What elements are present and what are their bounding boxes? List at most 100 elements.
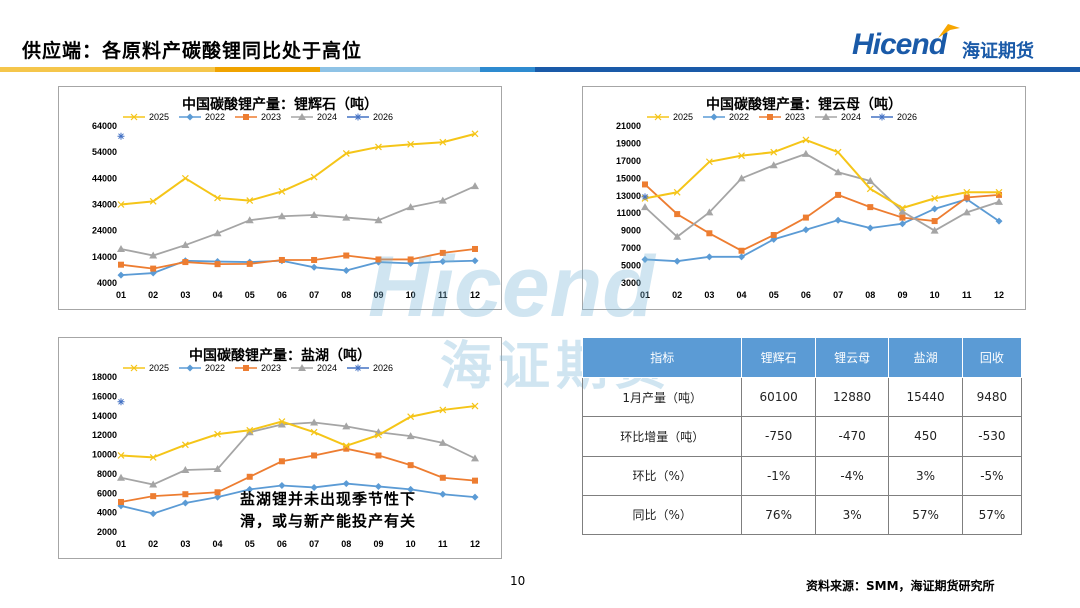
legend-label: 2022 [205,363,225,373]
series-line-2022 [120,482,476,515]
data-point-2022 [898,220,906,228]
table-cell: 12880 [814,376,890,418]
table-cell: -750 [741,416,816,457]
x-tick-label: 04 [213,290,223,300]
table-header-cell: 回收 [961,337,1023,378]
x-tick-label: 10 [406,539,416,549]
data-point-2023 [996,191,1002,198]
x-tick-label: 08 [341,539,351,549]
y-tick-label: 34000 [92,200,117,210]
data-source: 资料来源：SMM，海证期货研究所 [806,579,995,593]
legend-label: 2022 [729,112,749,122]
legend-marker [130,364,138,372]
y-tick-label: 24000 [92,226,117,236]
legend-marker [186,113,194,121]
table-cell: -4% [814,455,890,496]
page-title: 供应端：各原料产碳酸锂同比处于高位 [22,40,363,62]
logo-swoosh-icon [938,24,960,38]
x-tick-label: 09 [373,539,383,549]
chart-title: 中国碳酸锂产量：盐湖（吨） [189,348,371,364]
table-row: 环比增量（吨） -750 -470 450 -530 [581,416,1023,457]
table-row: 同比（%） 76% 3% 57% 57% [581,494,1023,536]
data-point-2022 [181,499,189,507]
data-point-2024 [342,213,351,221]
data-point-2023 [150,265,157,272]
y-tick-label: 7000 [621,243,641,253]
data-point-2023 [867,204,874,211]
data-point-2025 [963,188,971,196]
data-point-2023 [214,261,221,268]
data-point-2023 [343,445,350,452]
data-point-2024 [406,203,415,211]
page-number: 10 [510,574,526,588]
data-point-2022 [310,263,318,271]
y-tick-label: 4000 [97,278,117,288]
legend-marker [130,113,138,121]
data-point-2026 [117,132,125,140]
data-point-2024 [213,465,222,473]
chart-lepidolite: 中国碳酸锂产量：锂云母（吨） 3000 5000 7000 9000 11000 1300… [582,86,1026,310]
y-tick-label: 13000 [616,191,641,201]
x-tick-label: 07 [309,539,319,549]
data-point-2022 [342,266,350,274]
data-point-2025 [310,173,318,181]
data-point-2023 [472,245,478,252]
legend-marker [654,113,662,121]
data-point-2025 [439,138,447,146]
y-tick-label: 44000 [92,173,117,183]
x-tick-label: 03 [180,290,190,300]
series-line-2025 [120,405,476,459]
data-point-2024 [406,432,415,440]
data-point-2024 [866,176,875,184]
x-tick-label: 01 [116,539,126,549]
data-point-2024 [374,216,383,224]
series-line-2022 [644,198,1000,263]
y-tick-label: 4000 [97,508,117,518]
x-tick-label: 06 [277,290,287,300]
data-point-2024 [769,161,778,169]
y-tick-label: 16000 [92,391,117,401]
legend-label: 2025 [149,112,169,122]
data-point-2024 [181,466,190,473]
data-point-2025 [342,442,350,450]
y-tick-label: 12000 [92,430,117,440]
data-point-2023 [642,181,648,188]
data-point-2022 [802,226,810,234]
data-point-2024 [310,210,319,218]
logo-text-cn: 海证期货 [962,41,1034,62]
table-cell: 57% [961,494,1023,536]
data-point-2025 [117,201,125,208]
table-cell: 9480 [961,376,1023,418]
legend-label: 2024 [841,112,861,122]
data-point-2024 [737,174,746,182]
data-point-2024 [471,454,479,462]
legend-marker [243,365,249,371]
table-row: 1月产量（吨） 60100 12880 15440 9480 [581,376,1023,418]
data-point-2024 [245,428,254,436]
series-line-2023 [120,447,476,503]
data-point-2026 [117,398,125,406]
y-tick-label: 15000 [616,173,641,183]
data-point-2025 [375,431,382,439]
table-cell: -470 [814,416,890,457]
table-cell: -530 [961,416,1023,457]
y-tick-label: 8000 [97,469,117,479]
data-point-2024 [277,420,286,428]
data-point-2025 [995,188,1003,196]
x-tick-label: 08 [865,290,875,300]
data-point-2023 [674,211,681,218]
y-tick-label: 6000 [97,488,117,498]
data-point-2022 [149,510,157,518]
series-line-2025 [644,138,999,210]
data-point-2024 [213,229,222,237]
data-point-2022 [471,493,479,501]
data-point-2022 [374,482,382,490]
data-point-2023 [118,261,124,268]
data-point-2023 [278,256,285,263]
data-point-2025 [310,428,318,436]
table-cell: 60100 [741,376,816,418]
x-tick-label: 06 [277,539,287,549]
series-line-2024 [120,185,476,257]
data-point-2024 [962,208,971,216]
y-tick-label: 10000 [92,450,117,460]
